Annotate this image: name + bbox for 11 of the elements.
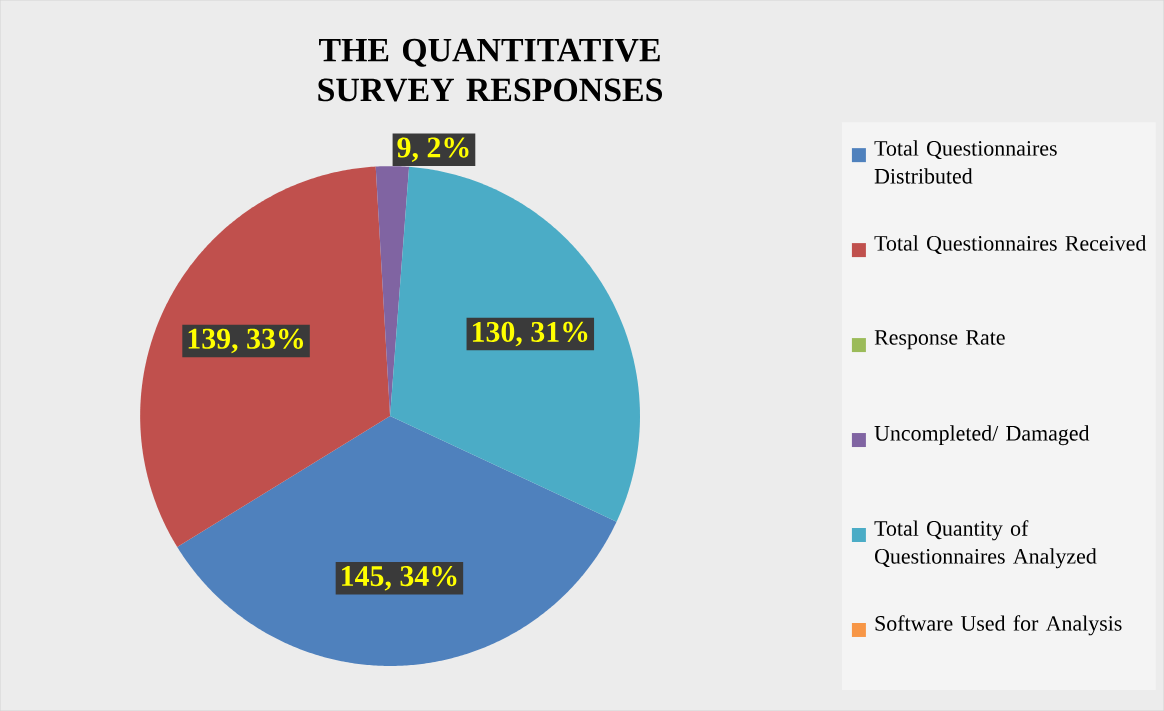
legend-label: Total Quantity of Questionnaires Analyzed (874, 520, 1097, 569)
data-label: 139, 33% (188, 328, 304, 354)
legend-label: Uncompleted/ Damaged (874, 425, 1090, 446)
legend-label: Total Questionnaires Received (874, 235, 1147, 254)
data-label: 145, 34% (342, 565, 457, 591)
legend-label: Total Questionnaires Distributed (874, 140, 1057, 184)
data-label: 130, 31% (472, 321, 588, 347)
legend-label: Software Used for Analysis (875, 615, 1122, 636)
legend-label: Response Rate (874, 330, 1005, 350)
data-label: 9, 2% (397, 137, 469, 162)
chart-title: THE QUANTITATIVE SURVEY RESPONSES (318, 38, 663, 102)
